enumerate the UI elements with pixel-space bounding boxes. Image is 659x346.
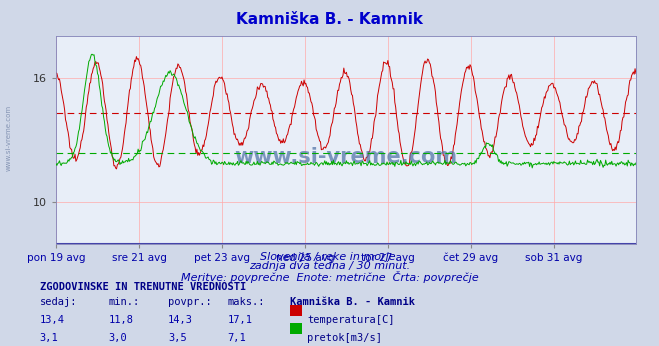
Text: temperatura[C]: temperatura[C] xyxy=(307,315,395,325)
Text: Meritve: povprečne  Enote: metrične  Črta: povprečje: Meritve: povprečne Enote: metrične Črta:… xyxy=(181,271,478,283)
Text: maks.:: maks.: xyxy=(227,297,265,307)
Text: 3,5: 3,5 xyxy=(168,333,186,343)
Text: povpr.:: povpr.: xyxy=(168,297,212,307)
Text: Kamniška B. - Kamnik: Kamniška B. - Kamnik xyxy=(290,297,415,307)
Text: www.si-vreme.com: www.si-vreme.com xyxy=(5,105,12,172)
Text: 11,8: 11,8 xyxy=(109,315,134,325)
Text: 14,3: 14,3 xyxy=(168,315,193,325)
Text: min.:: min.: xyxy=(109,297,140,307)
Text: Kamniška B. - Kamnik: Kamniška B. - Kamnik xyxy=(236,12,423,27)
Text: 13,4: 13,4 xyxy=(40,315,65,325)
Text: 17,1: 17,1 xyxy=(227,315,252,325)
Text: pretok[m3/s]: pretok[m3/s] xyxy=(307,333,382,343)
Text: 7,1: 7,1 xyxy=(227,333,246,343)
Text: zadnja dva tedna / 30 minut.: zadnja dva tedna / 30 minut. xyxy=(249,261,410,271)
Text: sedaj:: sedaj: xyxy=(40,297,77,307)
Text: 3,0: 3,0 xyxy=(109,333,127,343)
Text: Slovenija / reke in morje.: Slovenija / reke in morje. xyxy=(260,252,399,262)
Text: 3,1: 3,1 xyxy=(40,333,58,343)
Text: www.si-vreme.com: www.si-vreme.com xyxy=(235,147,457,167)
Text: ZGODOVINSKE IN TRENUTNE VREDNOSTI: ZGODOVINSKE IN TRENUTNE VREDNOSTI xyxy=(40,282,246,292)
